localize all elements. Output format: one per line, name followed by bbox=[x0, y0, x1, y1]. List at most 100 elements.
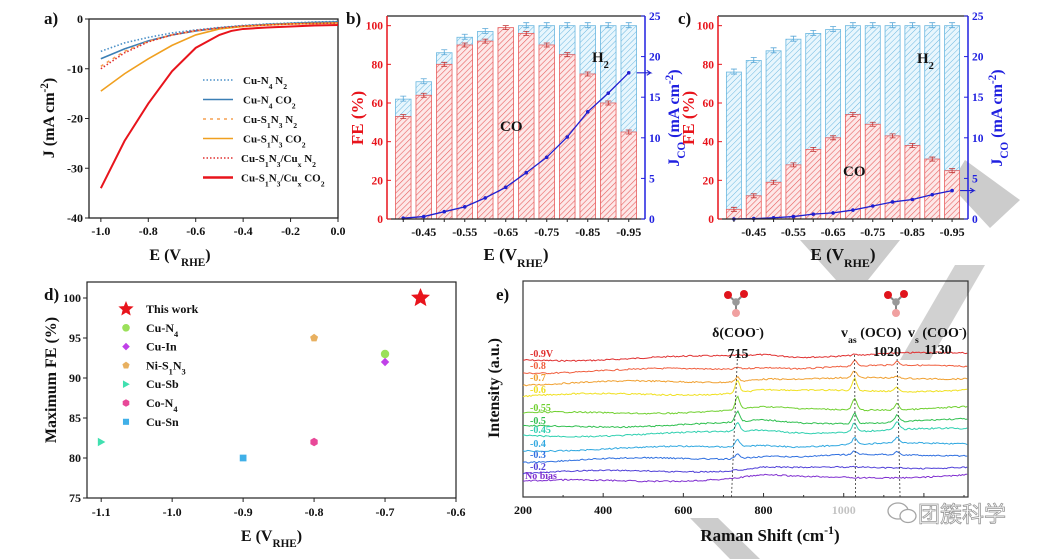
y-right-tick-label: 25 bbox=[972, 11, 984, 23]
y-axis-label: FE (%) bbox=[348, 91, 367, 145]
bar-co bbox=[395, 116, 412, 220]
atom bbox=[892, 309, 900, 317]
y-right-tick-label: 5 bbox=[649, 173, 655, 185]
y-tick-label: 40 bbox=[703, 137, 715, 149]
error-bar bbox=[523, 31, 530, 36]
bar-h2 bbox=[825, 29, 842, 139]
peak-guide bbox=[854, 354, 856, 498]
y-right-axis-label: JCO (mA cm-2) bbox=[987, 69, 1011, 166]
series-line bbox=[100, 22, 339, 92]
y-tick-label: 40 bbox=[372, 137, 384, 149]
legend-label: Cu-S1N3/Cux N2 bbox=[241, 153, 316, 169]
error-bar bbox=[790, 162, 797, 168]
legend-label: Ni-S1N3 bbox=[146, 358, 186, 376]
jco-line bbox=[733, 189, 953, 220]
error-bar bbox=[543, 42, 550, 48]
bar-h2 bbox=[765, 50, 782, 183]
bar-co bbox=[884, 135, 901, 220]
y-tick-label: 90 bbox=[69, 371, 81, 385]
y-tick-label: 80 bbox=[69, 451, 81, 465]
raman-trace bbox=[522, 376, 968, 398]
bar-co bbox=[924, 158, 941, 220]
x-axis-label: E (VRHE) bbox=[484, 245, 549, 270]
raman-trace bbox=[522, 421, 968, 438]
series-line bbox=[100, 22, 339, 70]
carbon-atom bbox=[892, 298, 900, 306]
jco-point bbox=[626, 71, 631, 75]
x-tick-label: 600 bbox=[674, 503, 692, 517]
legend-label: Cu-Sn bbox=[146, 415, 179, 429]
raman-trace bbox=[522, 473, 968, 483]
jco-point bbox=[483, 196, 488, 200]
axis-arrow bbox=[960, 187, 977, 194]
x-tick-label: -0.65 bbox=[821, 225, 846, 239]
x-tick-label: -0.75 bbox=[534, 225, 559, 239]
bar-co bbox=[944, 170, 961, 220]
error-bar bbox=[909, 143, 916, 148]
error-bar bbox=[482, 28, 489, 34]
panel-d: -1.1 -1.0 -0.9 -0.8 -0.7 -0.6 75 80 85 90 95 100 d) E… bbox=[43, 281, 466, 550]
panel-a: -1.0 -0.8 -0.6 -0.4 -0.2 0.0 0 -10 -20 -30 -40 a) E … bbox=[39, 9, 346, 269]
error-bar bbox=[830, 26, 837, 32]
error-bar bbox=[400, 114, 407, 119]
oxygen-atom bbox=[884, 291, 892, 299]
annotation-h2: H2 bbox=[592, 50, 609, 71]
peak-label: vs (COO-) bbox=[908, 324, 967, 346]
trace-label: -0.55 bbox=[530, 403, 551, 414]
y-tick-label: -20 bbox=[67, 112, 83, 126]
data-point bbox=[310, 437, 318, 447]
raman-trace bbox=[522, 450, 968, 464]
error-bar bbox=[441, 49, 448, 56]
x-tick-label: -0.7 bbox=[376, 505, 395, 519]
error-bar bbox=[605, 22, 612, 29]
annotation-co: CO bbox=[843, 164, 866, 180]
error-bar bbox=[461, 33, 468, 40]
carboxylate-molecule-icon bbox=[724, 290, 748, 317]
bar-co bbox=[436, 63, 453, 220]
trace-label: -0.8 bbox=[530, 361, 546, 372]
panel-label: b) bbox=[346, 9, 361, 28]
y-tick-label: -10 bbox=[67, 62, 83, 76]
y-right-tick-label: 15 bbox=[972, 92, 984, 104]
wechat-icon-bubble bbox=[899, 508, 917, 524]
jco-point bbox=[421, 214, 426, 219]
bar-h2 bbox=[559, 25, 576, 56]
y-tick-label: 100 bbox=[63, 291, 81, 305]
watermark-logo: 团簇科学 bbox=[887, 502, 1006, 528]
bar-h2 bbox=[538, 25, 555, 46]
bar-co bbox=[825, 137, 842, 220]
plot-frame bbox=[522, 280, 969, 498]
legend-marker bbox=[122, 399, 130, 407]
jco-point bbox=[930, 192, 935, 197]
x-tick-label: -0.4 bbox=[234, 224, 253, 238]
bar-co bbox=[477, 40, 494, 220]
axis-arrow bbox=[636, 69, 653, 76]
raman-trace bbox=[523, 359, 968, 375]
jco-point bbox=[950, 188, 954, 193]
y-right-tick-label: 0 bbox=[649, 214, 655, 226]
peak-value: 1020 bbox=[873, 345, 901, 360]
error-bar bbox=[625, 129, 632, 135]
jco-point bbox=[791, 214, 796, 219]
error-bar bbox=[730, 206, 737, 212]
error-bar bbox=[564, 22, 571, 29]
error-bar bbox=[441, 61, 448, 67]
legend-label: Cu-Sb bbox=[146, 377, 179, 391]
y-axis-label: FE (%) bbox=[679, 91, 698, 145]
bar-co bbox=[415, 94, 432, 220]
trace-label: -0.5 bbox=[530, 416, 546, 427]
oxygen-atom bbox=[740, 290, 748, 298]
y-tick-label: 100 bbox=[697, 21, 715, 33]
jco-point bbox=[606, 91, 611, 95]
atom bbox=[732, 309, 740, 317]
watermark-text: 团簇科学 bbox=[918, 503, 1006, 528]
error-bar bbox=[849, 112, 856, 117]
legend-label: Cu-N4 N2 bbox=[243, 75, 287, 91]
error-bar bbox=[869, 22, 876, 29]
legend-label: Co-N4 bbox=[146, 396, 178, 414]
data-point bbox=[380, 349, 390, 359]
jco-point bbox=[565, 135, 570, 139]
legend-marker bbox=[122, 342, 130, 351]
y-right-tick-label: 25 bbox=[649, 11, 661, 23]
error-bar bbox=[909, 22, 916, 29]
